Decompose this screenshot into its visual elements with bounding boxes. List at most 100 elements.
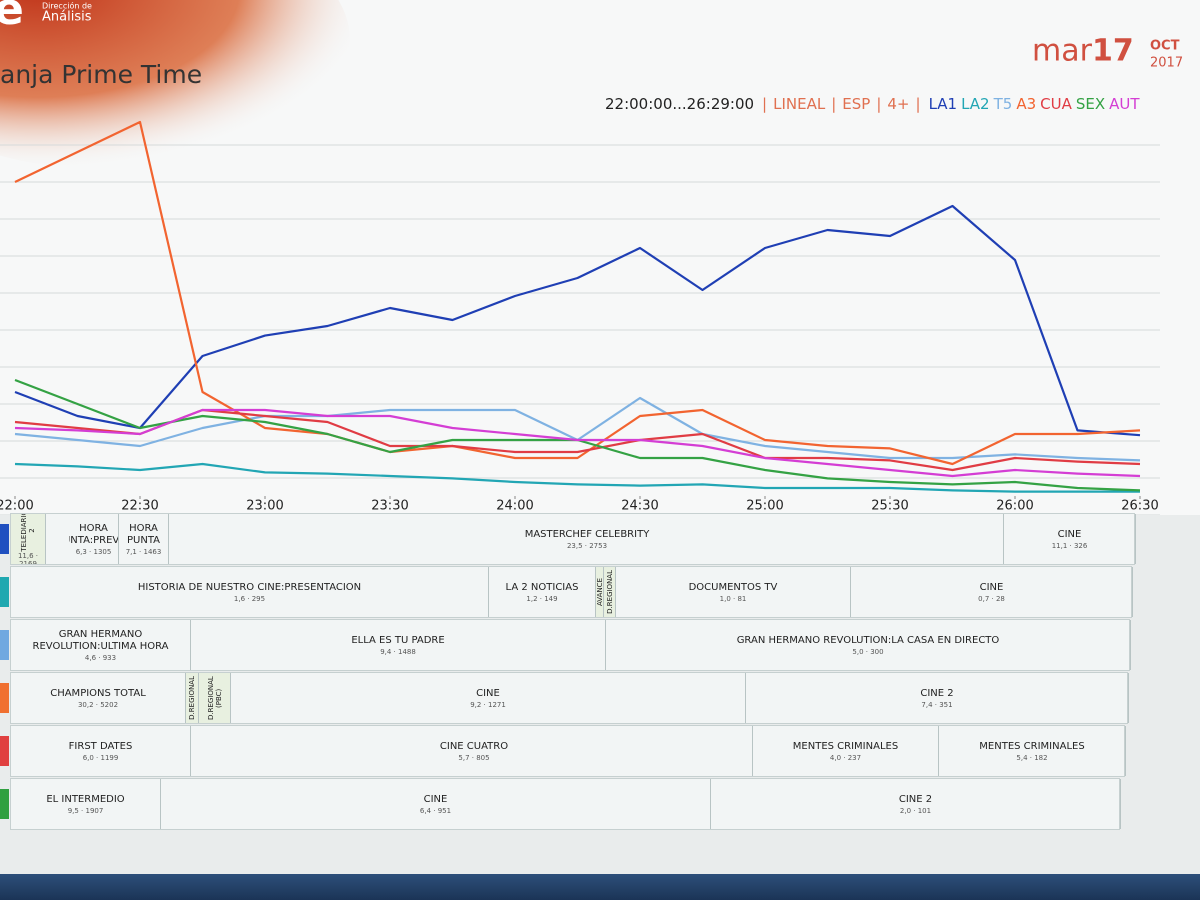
schedule-row: GRAN HERMANO REVOLUTION:ULTIMA HORA 4,6 ·…	[10, 619, 1131, 671]
target: 4+	[887, 95, 909, 113]
chart: e Dirección de Análisis anja Prime Time …	[0, 0, 1200, 515]
program-title: CINE	[423, 793, 448, 805]
program-stats: 7,1 · 1463	[125, 547, 162, 556]
x-tick-label: 26:30	[1121, 499, 1158, 514]
date-day: mar	[1032, 34, 1093, 69]
program-block: CINE 2 7,4 · 351	[746, 673, 1129, 723]
x-tick-label: 24:30	[621, 499, 658, 514]
schedule-row: CHAMPIONS TOTAL 30,2 · 5202 D.REGIONAL D.RE…	[10, 672, 1129, 724]
program-title: D.REGIONAL (PBC)	[206, 676, 223, 720]
program-title: CINE	[1057, 528, 1082, 540]
program-title: LA 2 NOTICIAS	[505, 581, 579, 593]
program-title: HISTORIA DE NUESTRO CINE:PRESENTACION	[137, 581, 362, 593]
program-title: CINE CUATRO	[439, 740, 509, 752]
separator: |	[831, 95, 836, 113]
separator: |	[762, 95, 767, 113]
region: ESP	[842, 95, 870, 113]
program-block: MASTERCHEF CELEBRITY 23,5 · 2753	[171, 514, 1004, 564]
filter-bar: 22:00:00...26:29:00 | LINEAL | ESP | 4+ | LA1 LA2…	[605, 95, 1140, 113]
x-tick-label: 25:00	[746, 499, 783, 514]
program-stats: 9,5 · 1907	[67, 806, 104, 815]
program-stats: 1,6 · 295	[233, 594, 266, 603]
program-stats: 5,7 · 805	[458, 753, 490, 762]
channel-icon	[0, 683, 9, 713]
x-tick-label: 26:00	[996, 499, 1033, 514]
program-block: D.REGIONAL (PBC)	[199, 673, 231, 723]
legend-entry: SEX	[1076, 95, 1105, 113]
series-line	[14, 120, 1141, 466]
program-block: CINE CUATRO 5,7 · 805	[196, 726, 753, 776]
program-title: CHAMPIONS TOTAL	[50, 687, 146, 699]
schedule-row: HISTORIA DE NUESTRO CINE:PRESENTACION 1,6…	[10, 566, 1133, 618]
program-block: CINE 11,1 · 326	[1004, 514, 1136, 564]
legend-entry: AUT	[1109, 95, 1140, 113]
program-block: MENTES CRIMINALES 5,4 · 182	[939, 726, 1126, 776]
program-block: GRAN HERMANO REVOLUTION:LA CASA EN DIREC…	[606, 620, 1131, 670]
schedule-row: FIRST DATES 6,0 · 1199 CINE CUATRO 5,7 · 80…	[10, 725, 1126, 777]
x-tick-label: 22:30	[121, 499, 158, 514]
program-block: GRAN HERMANO REVOLUTION:ULTIMA HORA 4,6 ·…	[11, 620, 191, 670]
program-stats: 23,5 · 2753	[566, 541, 608, 550]
legend-entry: LA1	[929, 95, 958, 113]
program-title: CINE 2	[920, 687, 954, 699]
program-block: HORA PUNTA 7,1 · 1463	[119, 514, 169, 564]
channel-icon	[0, 524, 9, 554]
series-line	[14, 204, 1141, 437]
date-year: 2017	[1150, 56, 1183, 71]
logo-glow	[0, 0, 350, 170]
legend-entry: CUA	[1040, 95, 1072, 113]
program-title: GRAN HERMANO REVOLUTION:ULTIMA HORA	[32, 628, 169, 652]
legend-entry: A3	[1016, 95, 1036, 113]
program-title: GRAN HERMANO REVOLUTION:LA CASA EN DIREC…	[736, 634, 1000, 646]
taskbar	[0, 874, 1200, 900]
program-title: D.REGIONAL	[605, 570, 614, 614]
program-stats: 5,0 · 300	[852, 647, 884, 656]
program-block: D.REGIONAL	[604, 567, 616, 617]
x-tick-label: 23:00	[246, 499, 283, 514]
channel-icon	[0, 789, 9, 819]
page-title: anja Prime Time	[0, 60, 202, 89]
x-tick-label: 24:00	[496, 499, 533, 514]
program-block: AVANCE	[596, 567, 604, 617]
x-tick-label: 23:30	[371, 499, 408, 514]
program-title: HORA PUNTA	[126, 522, 160, 546]
program-stats: 11,1 · 326	[1051, 541, 1088, 550]
program-title: MENTES CRIMINALES	[792, 740, 899, 752]
program-title: DOCUMENTOS TV	[688, 581, 778, 593]
program-title: HORA PUNTA:PREVIO	[69, 522, 119, 546]
program-block: LA 2 NOTICIAS 1,2 · 149	[489, 567, 596, 617]
program-block: HORA PUNTA:PREVIO6,3 · 1305	[69, 514, 119, 564]
program-stats: 30,2 · 5202	[77, 700, 119, 709]
program-stats: 5,4 · 182	[1016, 753, 1048, 762]
date-num: 17	[1092, 34, 1134, 69]
program-stats: 0,7 · 28	[978, 594, 1005, 603]
program-title: MENTES CRIMINALES	[979, 740, 1085, 752]
program-stats: 1,0 · 81	[719, 594, 747, 603]
mode: LINEAL	[773, 95, 826, 113]
x-tick-label: 22:00	[0, 499, 34, 514]
time-range: 22:00:00...26:29:00	[605, 95, 754, 113]
series-line	[14, 408, 1141, 478]
program-title: MASTERCHEF CELEBRITY	[524, 528, 650, 540]
program-block: CHAMPIONS TOTAL 30,2 · 5202	[11, 673, 186, 723]
program-title: CINE	[979, 581, 1004, 593]
org-line: Dirección de	[42, 1, 92, 11]
schedule-row: TELEDIARIO 211,6 · 2169 HORA PUNTA:PREVIO…	[10, 513, 1136, 565]
org-name: Análisis	[42, 10, 92, 25]
separator: |	[876, 95, 881, 113]
program-title: ELLA ES TU PADRE	[351, 634, 445, 646]
channel-icon	[0, 736, 9, 766]
program-stats: 7,4 · 351	[921, 700, 953, 709]
logo-letter: e	[0, 0, 24, 35]
x-tick-label: 25:30	[871, 499, 908, 514]
program-title: D.REGIONAL	[188, 676, 196, 720]
series-line	[14, 462, 1140, 493]
program-block: FIRST DATES 6,0 · 1199	[11, 726, 191, 776]
program-block: D.REGIONAL	[186, 673, 199, 723]
channel-icon	[0, 577, 9, 607]
program-block: CINE 6,4 · 951	[161, 779, 711, 829]
program-stats: 6,0 · 1199	[82, 753, 119, 762]
legend-entry: LA2	[961, 95, 990, 113]
program-stats: 9,2 · 1271	[470, 700, 506, 709]
program-block: CINE 9,2 · 1271	[231, 673, 746, 723]
